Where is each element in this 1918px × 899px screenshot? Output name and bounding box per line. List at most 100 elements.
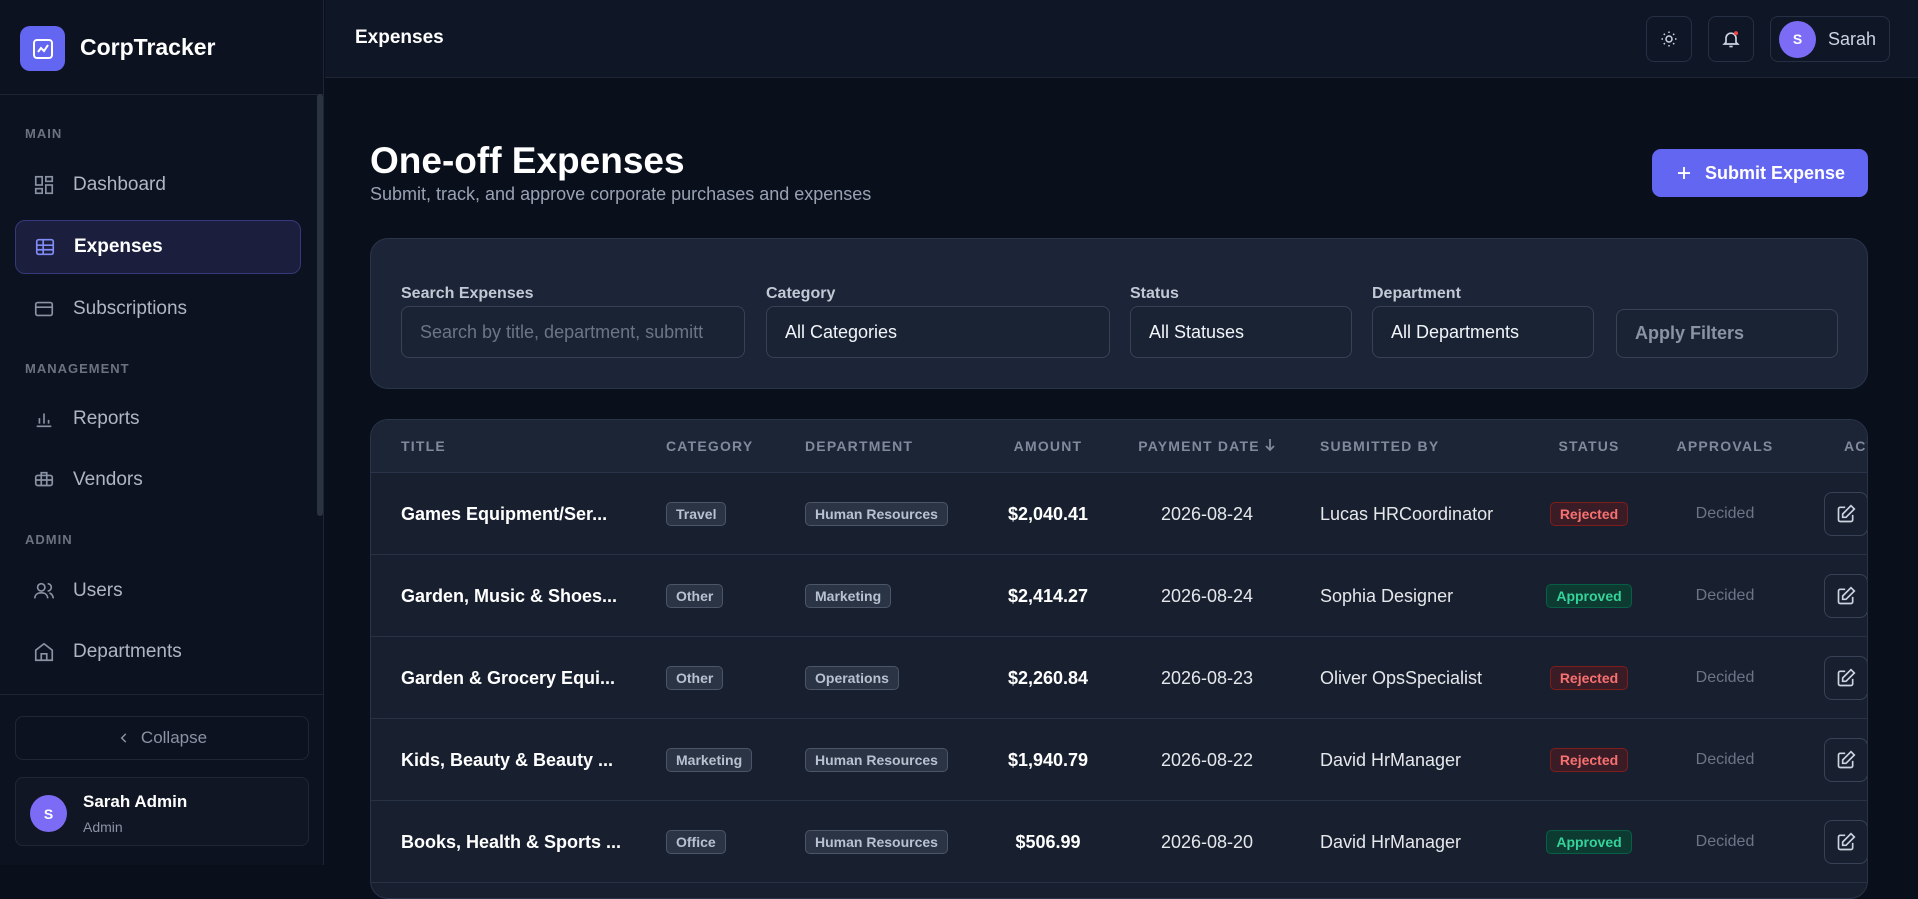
edit-button[interactable]	[1824, 574, 1867, 618]
category-select[interactable]: All Categories	[766, 306, 1110, 358]
column-header: CATEGORY	[666, 438, 753, 454]
status-cell: Approved	[1509, 801, 1669, 883]
approvals: Decided	[1695, 587, 1755, 604]
status-select[interactable]: All Statuses	[1130, 306, 1352, 358]
table-row: Kids, Beauty & Beauty ... Marketing Human …	[371, 719, 1867, 801]
section-label: MANAGEMENT	[25, 361, 130, 376]
table-row: Books, Health & Sports ... Office Human Re…	[371, 801, 1867, 883]
table-row: Garden & Grocery Equi... Other Operations $…	[371, 637, 1867, 719]
user-role: Admin	[83, 819, 123, 835]
category-cell: Other	[666, 555, 724, 637]
user-name: Sarah	[1828, 28, 1877, 49]
divider	[0, 694, 324, 695]
amount: $1,940.79	[1007, 749, 1089, 770]
column-label: TITLE	[401, 438, 446, 454]
collapse-button[interactable]: Collapse	[15, 716, 309, 760]
column-header: ACTIONS	[1844, 438, 1867, 454]
search-input[interactable]: Search by title, department, submitt	[401, 306, 745, 358]
status-badge: Approved	[1546, 830, 1632, 854]
column-header: SUBMITTED BY	[1320, 438, 1439, 454]
filter-label: Status	[1130, 285, 1179, 302]
nav-item[interactable]: Departments	[15, 625, 301, 679]
edit-button[interactable]	[1824, 492, 1867, 536]
department-badge: Human Resources	[805, 748, 948, 772]
status-cell: Rejected	[1509, 473, 1669, 555]
category-badge: Other	[666, 584, 724, 608]
apply-filters-button[interactable]: Apply Filters	[1616, 309, 1838, 358]
filter-card: Search Expenses Search by title, departm…	[370, 238, 1868, 389]
category-cell: Travel	[666, 473, 727, 555]
column-header: AMOUNT	[948, 438, 1148, 454]
category-cell: Marketing	[666, 719, 753, 801]
nav-label: Reports	[73, 408, 140, 429]
submitted-by: David HrManager	[1320, 749, 1462, 770]
submit-expense-button[interactable]: Submit Expense	[1652, 149, 1868, 197]
column-label: PAYMENT DATE	[1138, 438, 1260, 454]
category-badge: Other	[666, 666, 724, 690]
actions-cell	[1824, 473, 1867, 555]
department-cell: Human Resources	[805, 801, 948, 883]
expense-title: Garden, Music & Shoes...	[401, 585, 618, 606]
user-card[interactable]: S Sarah Admin Admin	[15, 777, 309, 846]
approvals: Decided	[1695, 505, 1755, 522]
nav-item[interactable]: Users	[15, 564, 301, 618]
filter-label: Search Expenses	[401, 285, 534, 302]
section-label: ADMIN	[25, 532, 73, 547]
user-name: Sarah Admin	[83, 792, 188, 811]
amount: $2,414.27	[1007, 585, 1089, 606]
actions-cell	[1824, 801, 1867, 883]
payment-date: 2026-08-22	[1160, 749, 1254, 770]
actions-cell	[1824, 637, 1867, 719]
column-label: ACTIONS	[1844, 438, 1867, 454]
nav-item[interactable]: Dashboard	[15, 158, 301, 212]
department-cell: Marketing	[805, 555, 892, 637]
edit-icon	[1837, 750, 1856, 769]
category-cell: Other	[666, 637, 724, 719]
approvals: Decided	[1695, 833, 1755, 850]
department-cell: Human Resources	[805, 719, 948, 801]
submitted-by: Lucas HRCoordinator	[1320, 503, 1494, 524]
column-header: STATUS	[1489, 438, 1689, 454]
actions-cell	[1824, 555, 1867, 637]
status-badge: Rejected	[1549, 666, 1629, 690]
status-cell: Rejected	[1509, 637, 1669, 719]
filter-label: Department	[1372, 285, 1461, 302]
edit-button[interactable]	[1824, 738, 1867, 782]
edit-icon	[1837, 832, 1856, 851]
column-label: APPROVALS	[1676, 438, 1774, 454]
category-badge: Office	[666, 830, 726, 854]
nav-label: Subscriptions	[73, 298, 188, 319]
table-header: TITLE CATEGORY DEPARTMENT AMOUNT PAYMENT DAT…	[371, 420, 1867, 473]
logo-icon	[20, 26, 65, 71]
department-select[interactable]: All Departments	[1372, 306, 1594, 358]
category-badge: Marketing	[666, 748, 753, 772]
nav-item[interactable]: Vendors	[15, 453, 301, 507]
nav-item[interactable]: Reports	[15, 392, 301, 446]
filter-label: Category	[766, 285, 836, 302]
payment-date: 2026-08-20	[1160, 831, 1254, 852]
user-menu[interactable]: S Sarah	[1770, 16, 1890, 62]
nav-label: Users	[73, 580, 123, 601]
column-header: APPROVALS	[1625, 438, 1825, 454]
edit-icon	[1837, 504, 1856, 523]
expense-title: Kids, Beauty & Beauty ...	[401, 749, 614, 770]
approvals: Decided	[1695, 751, 1755, 768]
theme-toggle[interactable]	[1646, 16, 1692, 62]
status-badge: Rejected	[1549, 502, 1629, 526]
column-header: PAYMENT DATE	[1107, 438, 1307, 454]
payment-date: 2026-08-24	[1160, 585, 1254, 606]
edit-button[interactable]	[1824, 656, 1867, 700]
status-badge: Rejected	[1549, 748, 1629, 772]
avatar: S	[30, 795, 67, 832]
nav-item[interactable]: Subscriptions	[15, 282, 301, 336]
notifications[interactable]	[1708, 16, 1754, 62]
payment-date: 2026-08-23	[1160, 667, 1254, 688]
nav-item[interactable]: Expenses	[15, 220, 301, 274]
submitted-by: Oliver OpsSpecialist	[1320, 667, 1483, 688]
edit-icon	[1837, 586, 1856, 605]
column-header: DEPARTMENT	[805, 438, 913, 454]
nav-label: Expenses	[74, 236, 163, 257]
table-row: Garden, Music & Shoes... Other Marketing $2…	[371, 555, 1867, 637]
edit-button[interactable]	[1824, 820, 1867, 864]
